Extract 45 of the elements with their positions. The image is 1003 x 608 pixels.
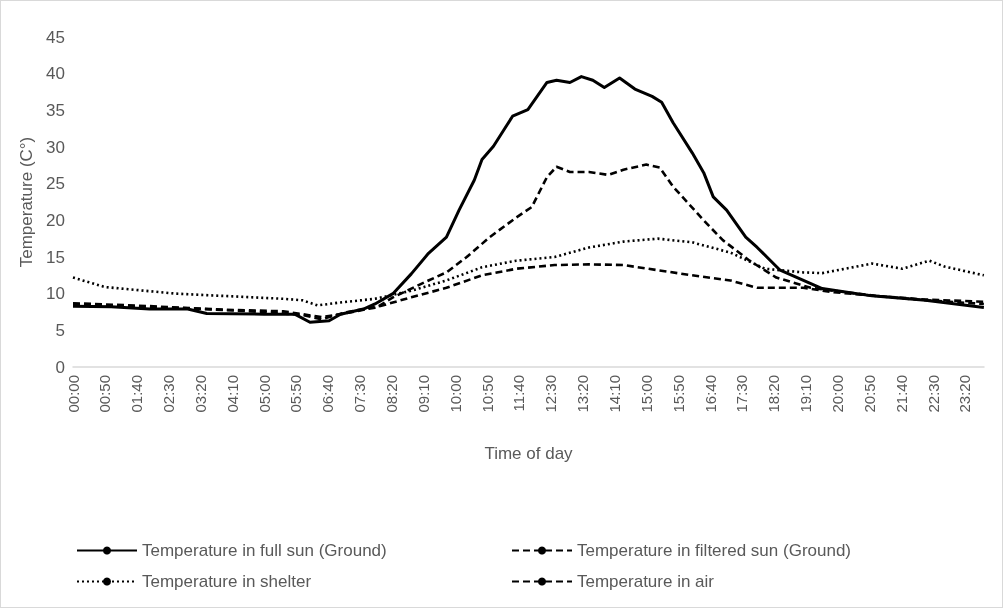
x-tick-label: 05:50 [287,375,305,413]
y-tick-label: 10 [46,284,65,304]
x-tick-label: 10:50 [478,375,496,413]
x-tick-label: 01:40 [128,375,146,413]
y-axis-title: Temperature (C°) [17,136,36,268]
x-tick-label: 04:10 [223,375,241,413]
legend-label: Temperature in shelter [142,572,312,591]
x-tick-label: 06:40 [319,375,337,413]
x-tick-label: 00:00 [64,375,82,413]
legend-label: Temperature in air [577,572,715,591]
x-tick-label: 05:00 [255,375,273,413]
x-tick-label: 18:20 [765,375,783,413]
y-tick-label: 15 [46,247,65,267]
x-tick-label: 22:30 [924,375,942,413]
x-tick-label: 21:40 [892,375,910,413]
legend-label: Temperature in filtered sun (Ground) [577,541,852,560]
y-tick-label: 35 [46,100,65,120]
x-tick-label: 00:50 [96,375,114,413]
y-tick-label: 5 [55,320,65,340]
x-tick-label: 23:20 [956,375,974,413]
x-tick-label: 09:10 [414,375,432,413]
x-tick-label: 15:00 [637,375,655,413]
x-axis-title: Time of day [484,444,574,463]
y-tick-label: 30 [46,137,65,157]
x-tick-label: 02:30 [160,375,178,413]
y-tick-label: 40 [46,64,65,84]
x-tick-label: 13:20 [574,375,592,413]
x-tick-label: 20:00 [828,375,846,413]
x-tick-label: 08:20 [383,375,401,413]
x-tick-label: 07:30 [351,375,369,413]
x-tick-label: 11:40 [510,375,528,412]
x-tick-label: 16:40 [701,375,719,413]
x-tick-label: 12:30 [542,375,560,413]
y-tick-label: 0 [55,357,65,377]
y-tick-label: 25 [46,174,65,194]
x-tick-label: 19:10 [797,375,815,413]
legend-label: Temperature in full sun (Ground) [142,541,387,560]
x-tick-label: 03:20 [191,375,209,413]
x-tick-label: 14:10 [606,375,624,413]
x-tick-label: 10:00 [446,375,464,413]
x-tick-label: 15:50 [669,375,687,413]
y-tick-label: 20 [46,210,65,230]
y-tick-label: 45 [46,27,65,47]
x-tick-label: 20:50 [860,375,878,413]
x-tick-label: 17:30 [733,375,751,413]
